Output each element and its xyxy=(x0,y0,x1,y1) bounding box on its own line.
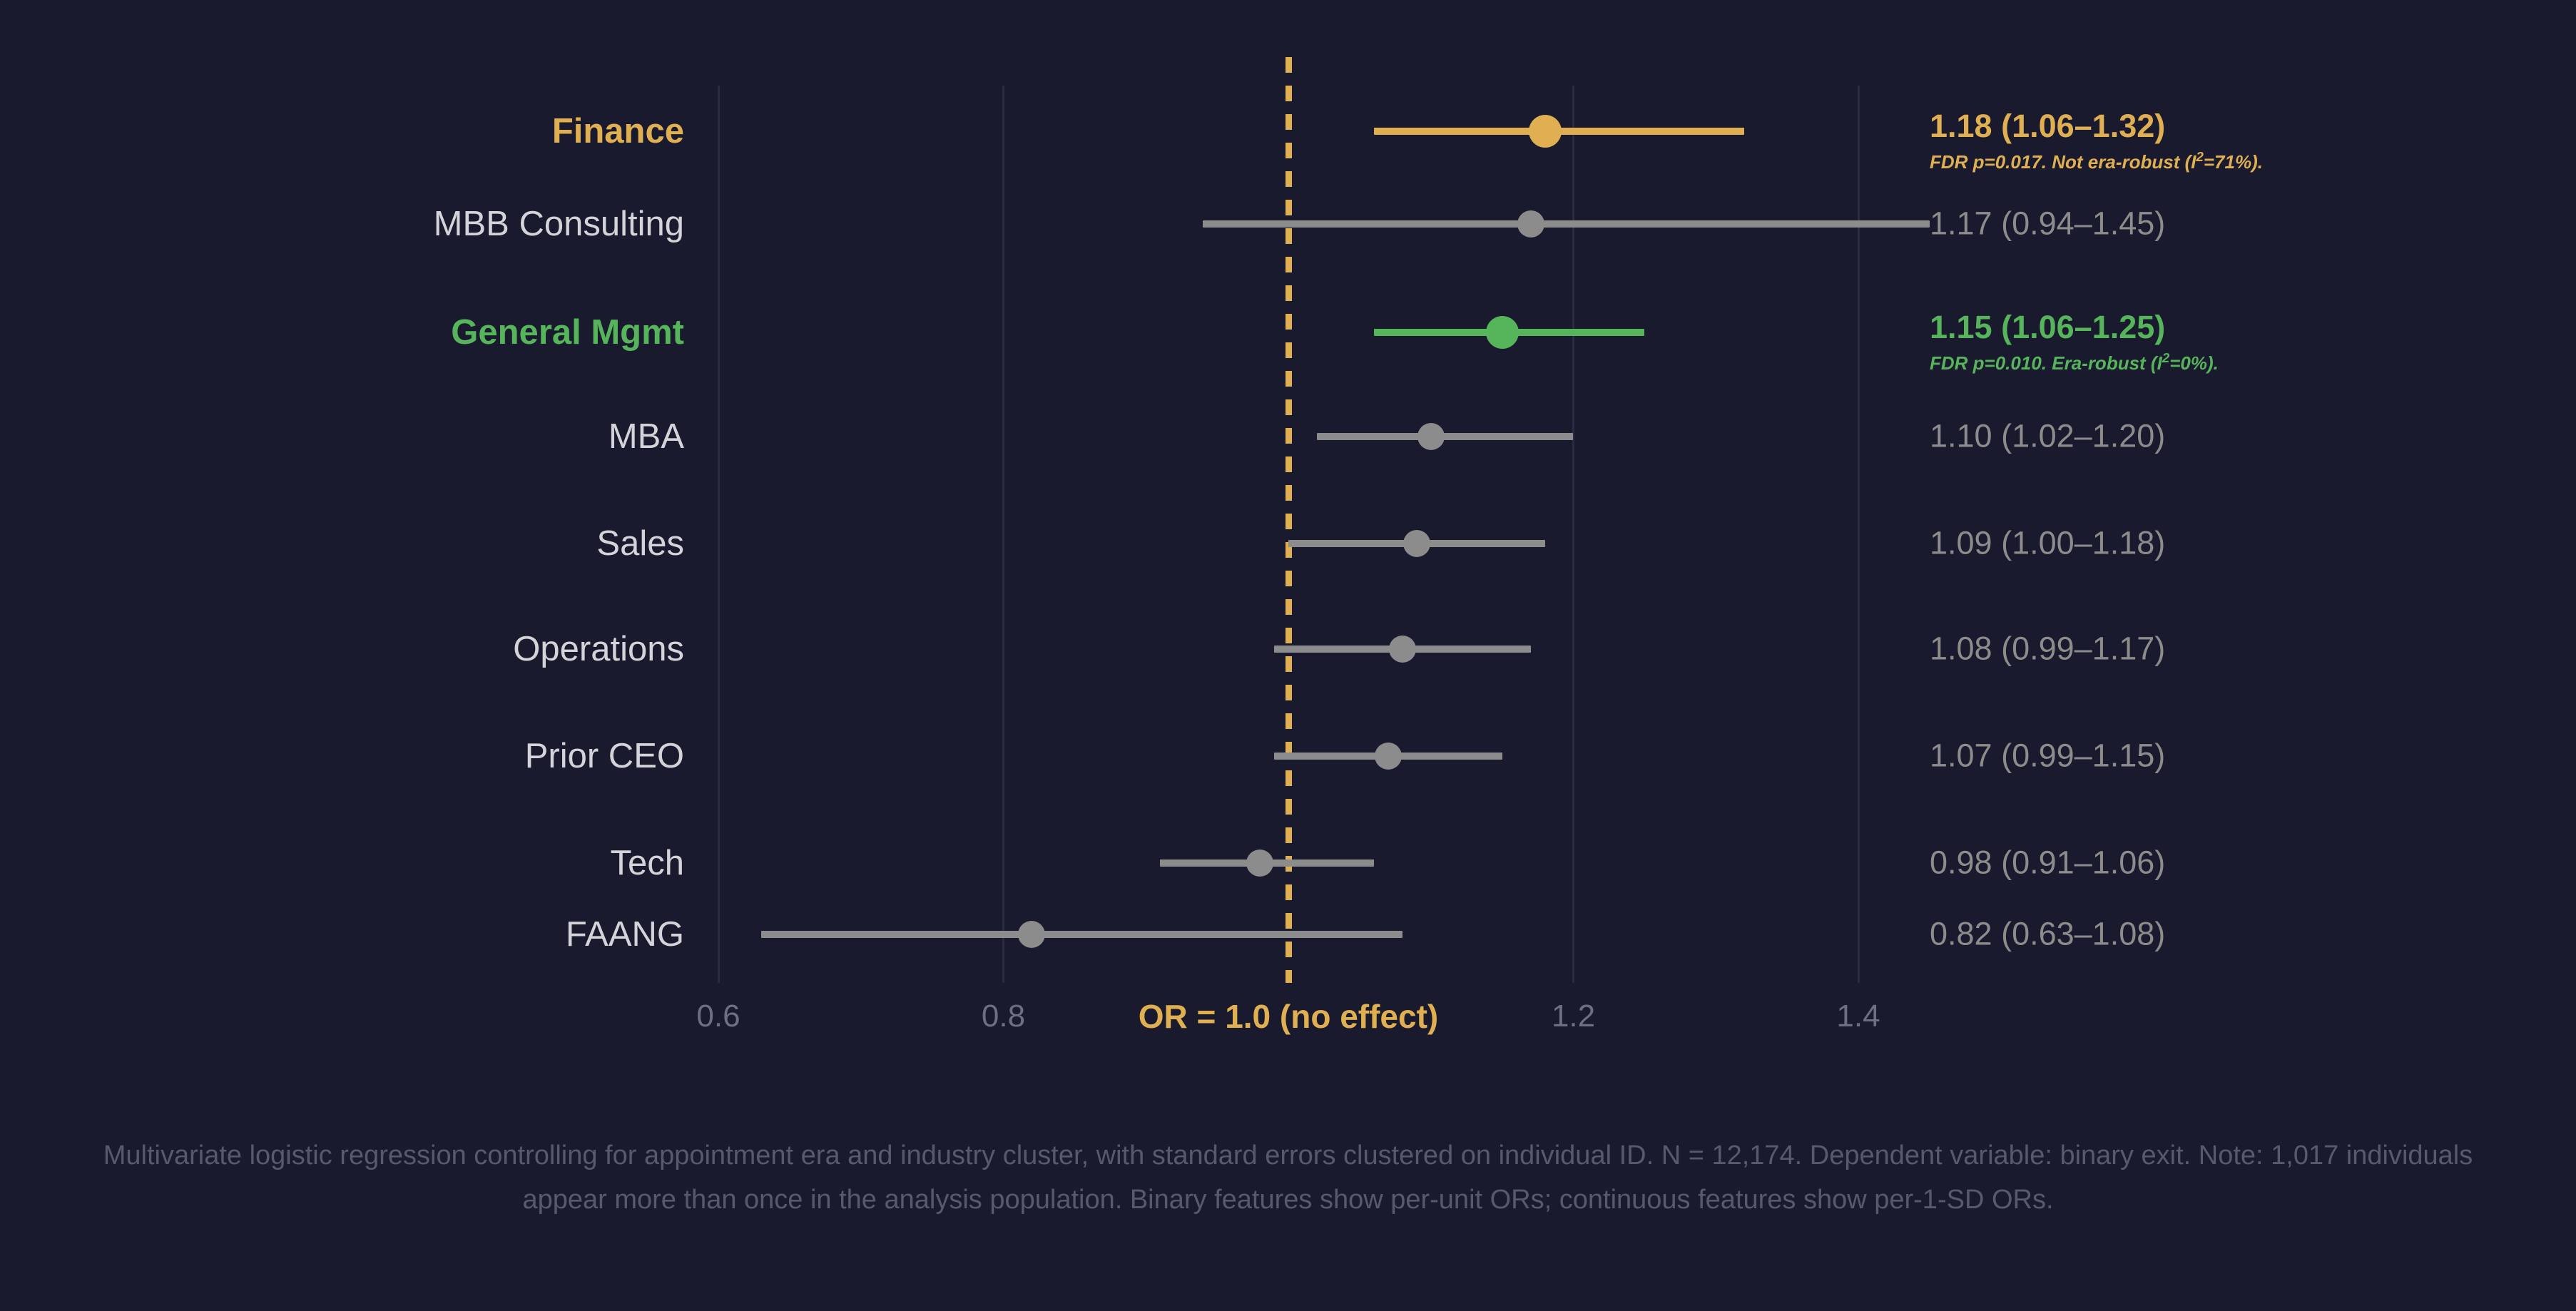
category-labels: Finance MBB Consulting General Mgmt MBA Sale… xyxy=(0,0,696,1311)
point-estimate-marker xyxy=(1388,636,1416,663)
odds-ratio-value: 1.09 (1.00–1.18) xyxy=(1930,524,2166,561)
category-label-faang: FAANG xyxy=(565,915,684,954)
category-label-tech: Tech xyxy=(610,844,684,882)
gridline-0-6 xyxy=(717,86,720,983)
significance-note: FDR p=0.010. Era-robust (I2=0%). xyxy=(1930,350,2219,374)
value-label-mba: 1.10 (1.02–1.20) xyxy=(1930,419,2165,454)
value-label-operations: 1.08 (0.99–1.17) xyxy=(1930,630,2166,667)
or-reference-axis-label: OR = 1.0 (no effect) xyxy=(1138,998,1439,1035)
value-label-prior-ceo: 1.07 (0.99–1.15) xyxy=(1930,737,2166,774)
x-tick-label-0-8: 0.8 xyxy=(981,999,1026,1034)
x-axis: 0.6 0.8 OR = 1.0 (no effect) 1.2 1.4 xyxy=(0,998,2576,1049)
plot-area xyxy=(717,57,1930,983)
value-labels: 1.18 (1.06–1.32) FDR p=0.017. Not era-rob… xyxy=(1930,0,2576,1311)
odds-ratio-value: 1.15 (1.06–1.25) xyxy=(1930,309,2166,346)
value-label-faang: 0.82 (0.63–1.08) xyxy=(1930,917,2165,952)
odds-ratio-value: 0.82 (0.63–1.08) xyxy=(1930,915,2166,952)
significance-note: FDR p=0.017. Not era-robust (I2=71%). xyxy=(1930,148,2263,173)
point-estimate-marker xyxy=(1018,921,1046,948)
point-estimate-marker xyxy=(1485,316,1519,349)
value-label-tech: 0.98 (0.91–1.06) xyxy=(1930,844,2166,881)
category-label-operations: Operations xyxy=(513,630,684,668)
odds-ratio-value: 0.98 (0.91–1.06) xyxy=(1930,844,2166,881)
odds-ratio-value: 1.18 (1.06–1.32) xyxy=(1930,108,2166,145)
value-label-finance: 1.18 (1.06–1.32) FDR p=0.017. Not era-rob… xyxy=(1930,109,2263,173)
confidence-interval-line xyxy=(760,931,1402,938)
point-estimate-marker xyxy=(1402,530,1430,557)
confidence-interval-line xyxy=(1203,220,1930,228)
category-label-finance: Finance xyxy=(551,112,684,151)
point-estimate-marker xyxy=(1374,743,1402,770)
x-tick-label-1-2: 1.2 xyxy=(1551,999,1596,1034)
x-tick-label-1-4: 1.4 xyxy=(1836,999,1880,1034)
value-label-general-mgmt: 1.15 (1.06–1.25) FDR p=0.010. Era-robust … xyxy=(1930,310,2219,374)
category-label-mba: MBA xyxy=(608,417,684,456)
reference-line-or-1 xyxy=(1285,57,1292,983)
x-tick-label-0-6: 0.6 xyxy=(696,999,740,1034)
odds-ratio-value: 1.08 (0.99–1.17) xyxy=(1930,630,2166,667)
point-estimate-marker xyxy=(1528,115,1562,148)
category-label-prior-ceo: Prior CEO xyxy=(524,737,684,775)
odds-ratio-value: 1.07 (0.99–1.15) xyxy=(1930,737,2166,774)
odds-ratio-value: 1.17 (0.94–1.45) xyxy=(1930,205,2166,242)
point-estimate-marker xyxy=(1417,423,1445,450)
point-estimate-marker xyxy=(1517,210,1544,238)
gridline-1-2 xyxy=(1572,86,1574,983)
gridline-1-4 xyxy=(1857,86,1860,983)
category-label-general-mgmt: General Mgmt xyxy=(451,313,684,352)
category-label-mbb-consulting: MBB Consulting xyxy=(433,205,684,243)
confidence-interval-line xyxy=(1316,433,1574,440)
odds-ratio-value: 1.10 (1.02–1.20) xyxy=(1930,417,2166,454)
value-label-mbb-consulting: 1.17 (0.94–1.45) xyxy=(1930,205,2166,242)
footnote: Multivariate logistic regression control… xyxy=(103,1141,2473,1215)
value-label-sales: 1.09 (1.00–1.18) xyxy=(1930,526,2165,561)
gridline-0-8 xyxy=(1002,86,1004,983)
point-estimate-marker xyxy=(1246,850,1274,877)
category-label-sales: Sales xyxy=(596,524,684,563)
